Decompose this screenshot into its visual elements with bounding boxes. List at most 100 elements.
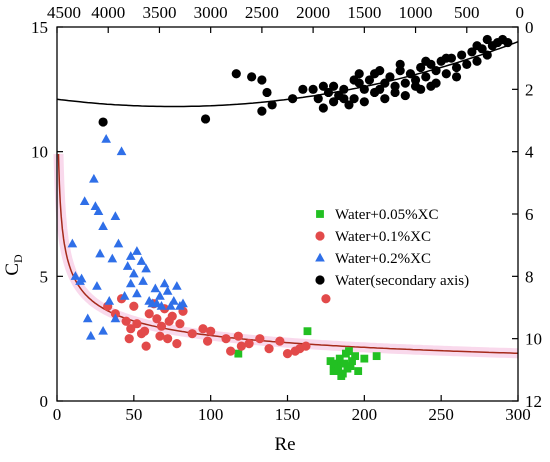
data-point [110,313,121,323]
data-point [359,84,369,94]
x-tick-label: 50 [125,405,142,424]
data-point [85,330,96,340]
data-point [301,341,311,351]
data-point [441,69,451,79]
data-point [264,344,274,354]
data-point [98,325,108,335]
data-point [329,97,339,107]
data-point [349,94,359,104]
data-point [451,62,462,73]
data-point [451,72,462,82]
x2-tick-label: 3000 [194,3,228,22]
data-point [198,324,208,334]
data-point [202,336,213,346]
data-point [457,50,467,60]
data-point [92,281,102,290]
data-point [421,72,431,82]
data-point [372,352,381,361]
data-point [346,362,355,371]
data-point [155,291,165,300]
y-axis-title-sub: D [11,254,25,263]
data-point [400,78,410,88]
data-point [462,59,472,69]
data-point [400,90,410,101]
data-point [298,84,308,94]
data-point [236,341,246,351]
y2-tick-label: 0 [525,18,534,37]
data-point [98,221,108,230]
data-point [421,56,431,66]
x2-tick-label: 2500 [245,3,279,22]
data-point [267,100,277,110]
legend-marker [315,231,325,241]
data-point [257,106,267,116]
data-point [503,37,513,48]
data-point [334,364,343,373]
data-point [431,78,441,88]
data-point [247,72,257,82]
data-point [380,78,390,88]
data-point [82,313,93,323]
y2-tick-label: 8 [525,267,534,286]
data-point [275,336,285,346]
data-point [257,75,267,85]
data-point [339,94,349,104]
data-points [67,34,513,380]
y-tick-label: 5 [40,267,49,286]
data-point [262,87,272,98]
data-point [156,301,167,310]
data-point [472,56,482,66]
data-point [132,246,142,255]
data-point [172,339,182,349]
y-axis-title-main: C [2,263,23,276]
data-point [410,81,421,91]
data-point [144,309,154,319]
data-point [323,87,334,98]
data-point [107,253,118,263]
data-point [172,281,182,290]
x2-tick-label: 1000 [399,3,433,22]
data-point [482,34,492,45]
data-point [233,331,243,341]
data-point [234,349,243,358]
data-point [101,133,112,143]
x-tick-label: 0 [53,405,62,424]
legend-label: Water+0.2%XC [335,251,431,267]
data-point [110,211,121,220]
data-point [288,94,298,104]
data-point [126,324,136,334]
data-point [329,81,339,91]
y2-tick-label: 10 [525,330,542,349]
data-point [441,53,451,63]
data-point [116,146,127,156]
y-tick-label: 10 [31,143,48,162]
data-point [75,276,85,285]
data-point [364,75,375,85]
x2-tick-label: 4000 [91,3,125,22]
data-point [89,173,99,183]
data-point [339,84,349,94]
legend-label: Water+0.05%XC [335,207,438,223]
legend-label: Water+0.1%XC [335,229,431,245]
x2-tick-label: 500 [454,3,480,22]
data-point [132,288,142,298]
x-tick-label: 150 [275,405,301,424]
data-point [329,367,338,375]
data-point [132,319,142,329]
data-point [163,334,173,344]
data-point [308,84,318,94]
data-point [354,367,363,375]
data-point [472,41,482,51]
data-point [159,278,170,288]
x2-tick-label: 0 [516,3,525,22]
data-point [156,321,167,331]
legend-marker [315,275,325,285]
data-point [345,347,353,356]
fit-curve [56,41,519,108]
data-point [178,298,188,308]
data-point [162,286,173,295]
fit-lines [53,41,519,359]
data-point [138,276,148,285]
y-tick-label: 0 [40,392,49,411]
